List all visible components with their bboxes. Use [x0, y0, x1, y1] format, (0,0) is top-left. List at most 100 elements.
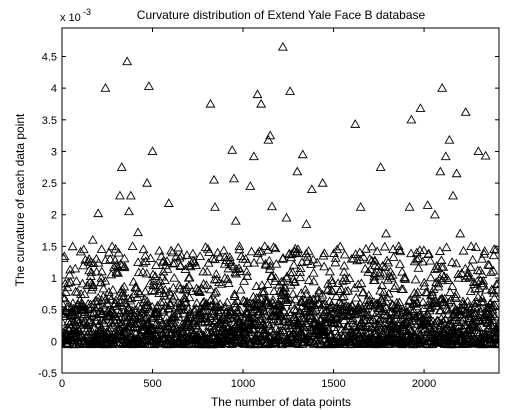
data-point	[105, 294, 116, 304]
y-axis: -0.5 0 0.5 1 1.5 2 2.5 3 3.5 4 4.5	[38, 51, 499, 380]
data-point	[269, 286, 279, 295]
data-point	[197, 317, 208, 327]
data-point	[418, 245, 429, 255]
data-point	[458, 296, 468, 306]
data-point	[492, 284, 499, 294]
data-point	[103, 287, 114, 296]
data-point	[188, 255, 199, 265]
data-point	[251, 299, 262, 309]
data-point	[421, 287, 432, 296]
data-point	[488, 265, 499, 275]
data-point	[473, 292, 483, 301]
data-point-outlier	[381, 228, 392, 238]
y-axis-label: The curvature of each data point	[13, 113, 27, 286]
data-point-outlier	[140, 250, 151, 260]
data-point	[209, 254, 220, 264]
data-point	[488, 300, 499, 310]
data-point	[179, 305, 190, 314]
data-point-outlier	[339, 272, 350, 282]
data-point	[90, 303, 101, 313]
data-point	[135, 312, 146, 322]
data-point	[477, 278, 488, 288]
data-point-outlier	[158, 266, 169, 276]
data-point	[449, 315, 460, 324]
data-point	[308, 267, 319, 277]
data-point	[400, 316, 411, 326]
data-point-outlier	[127, 241, 138, 250]
data-point	[467, 307, 478, 317]
data-point	[64, 269, 75, 279]
data-point	[432, 263, 443, 273]
data-point	[140, 286, 151, 296]
data-point	[141, 268, 152, 278]
data-point	[326, 275, 337, 284]
data-point	[250, 304, 261, 313]
data-point	[226, 259, 237, 269]
data-point	[463, 267, 474, 277]
data-point	[288, 259, 299, 269]
data-point	[210, 326, 221, 335]
data-point-outlier	[267, 201, 277, 211]
points-layer	[62, 41, 499, 349]
data-point	[451, 289, 462, 298]
data-point	[149, 307, 160, 317]
data-point	[350, 249, 361, 259]
data-point	[99, 302, 110, 312]
data-point	[225, 255, 236, 265]
data-point	[353, 279, 364, 289]
data-point-outlier	[143, 81, 154, 90]
data-point	[239, 276, 250, 285]
data-point-outlier	[393, 241, 404, 250]
data-point	[210, 295, 221, 305]
data-point-outlier	[252, 89, 263, 99]
data-point	[416, 333, 427, 343]
data-point	[472, 276, 483, 285]
data-point	[458, 245, 469, 255]
data-point-outlier	[169, 272, 180, 282]
data-point	[465, 262, 476, 271]
data-point	[234, 305, 245, 315]
data-point	[149, 286, 160, 295]
data-point	[101, 293, 111, 303]
data-point	[86, 267, 97, 276]
data-point	[73, 314, 84, 324]
data-point	[192, 312, 203, 322]
data-point	[404, 295, 415, 304]
data-point	[138, 244, 149, 254]
data-point	[341, 275, 352, 284]
data-point	[79, 289, 90, 298]
data-point	[143, 300, 153, 309]
data-point	[483, 259, 494, 269]
data-point-outlier	[375, 162, 386, 171]
data-point	[478, 275, 489, 285]
data-point	[369, 297, 380, 306]
data-point	[230, 298, 241, 308]
data-point	[273, 315, 284, 325]
data-point	[473, 283, 484, 293]
data-point-outlier	[415, 103, 426, 112]
y-multiplier: x 10 -3	[60, 7, 91, 24]
data-point-outlier	[209, 174, 220, 184]
data-point	[321, 320, 332, 330]
data-point	[167, 293, 178, 303]
data-point	[290, 243, 301, 253]
data-point	[463, 301, 474, 311]
data-point	[302, 256, 313, 266]
data-point	[391, 310, 402, 320]
data-point	[492, 327, 499, 337]
x-tick-label: 0	[59, 378, 65, 390]
data-point	[336, 284, 347, 293]
data-point	[358, 287, 369, 297]
data-point-outlier	[399, 272, 410, 282]
data-point	[265, 320, 275, 330]
data-point-outlier	[114, 190, 125, 200]
data-point	[351, 292, 362, 302]
data-point	[368, 328, 379, 338]
data-point	[181, 297, 192, 307]
data-point	[152, 324, 163, 334]
data-point	[220, 252, 231, 261]
data-point	[463, 330, 474, 339]
data-point	[312, 257, 323, 267]
data-point	[65, 322, 76, 332]
data-point	[205, 284, 216, 294]
